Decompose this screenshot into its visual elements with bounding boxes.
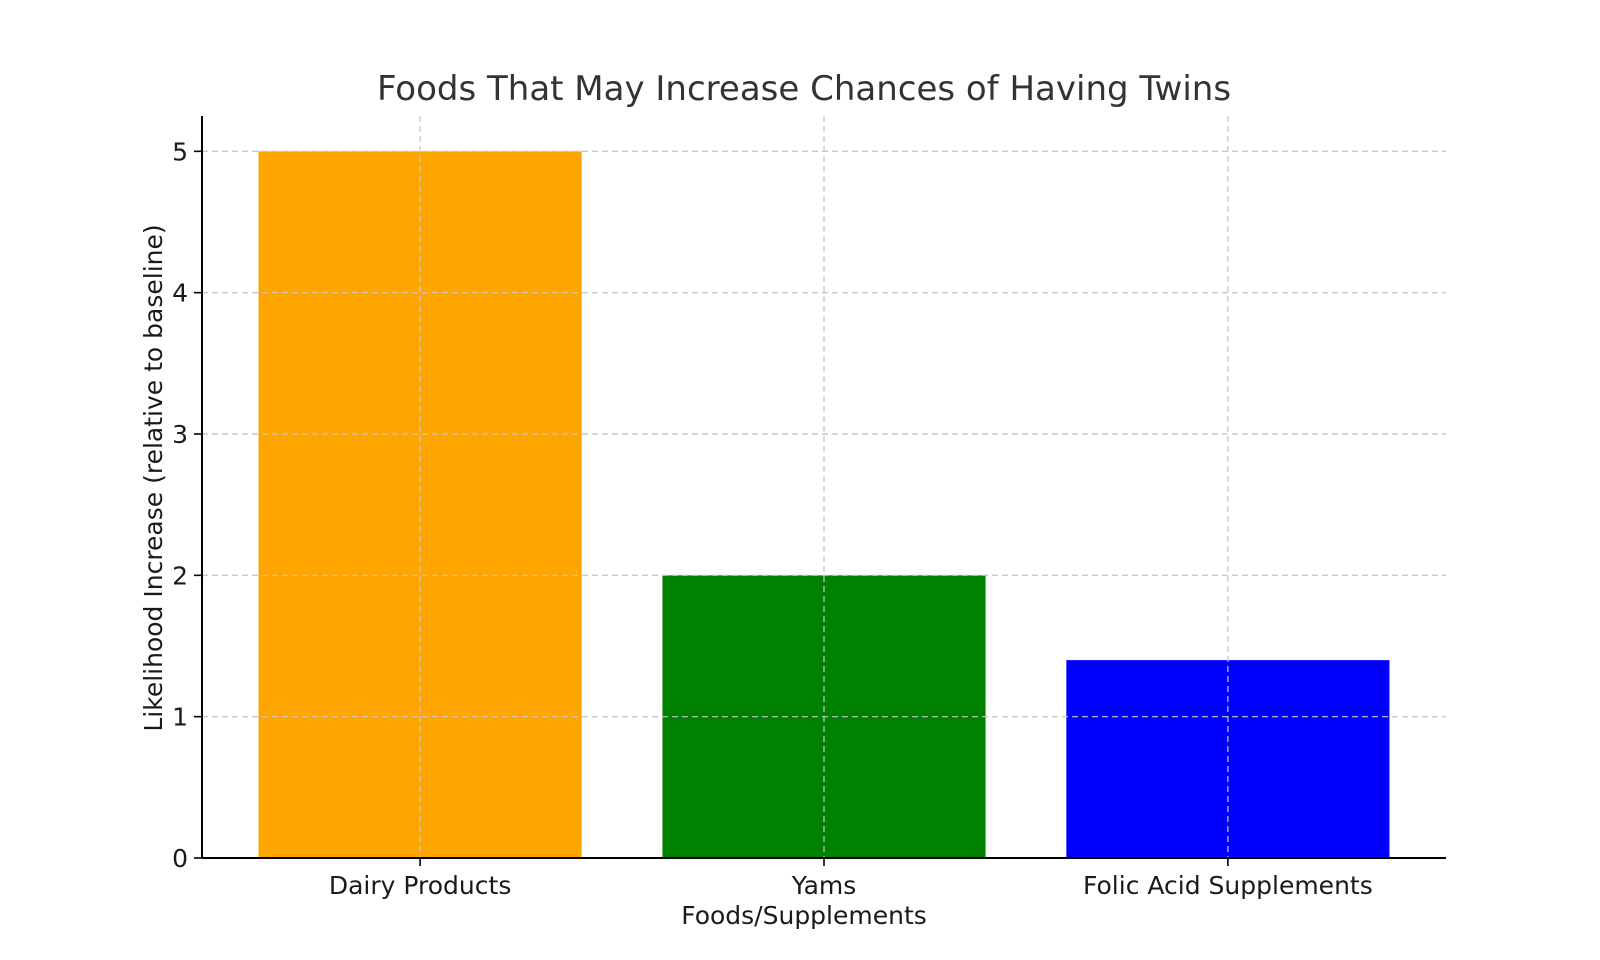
y-tick-label: 0 <box>172 844 188 873</box>
y-tick-label: 5 <box>172 137 188 166</box>
x-tick-label: Yams <box>791 871 857 900</box>
chart-title: Foods That May Increase Chances of Havin… <box>377 69 1231 109</box>
x-ticks: Dairy Products Yams Folic Acid Supplements <box>329 858 1373 900</box>
bars <box>202 116 1446 859</box>
y-tick-label: 3 <box>172 420 188 449</box>
y-tick-label: 2 <box>172 561 188 590</box>
y-tick-label: 1 <box>172 703 188 732</box>
y-tick-label: 4 <box>172 279 188 308</box>
x-tick-label: Dairy Products <box>329 871 511 900</box>
x-tick-label: Folic Acid Supplements <box>1083 871 1373 900</box>
y-ticks: 0 1 2 3 4 5 <box>172 137 202 873</box>
x-axis-label: Foods/Supplements <box>681 901 927 930</box>
y-axis-label: Likelihood Increase (relative to baselin… <box>139 224 168 731</box>
